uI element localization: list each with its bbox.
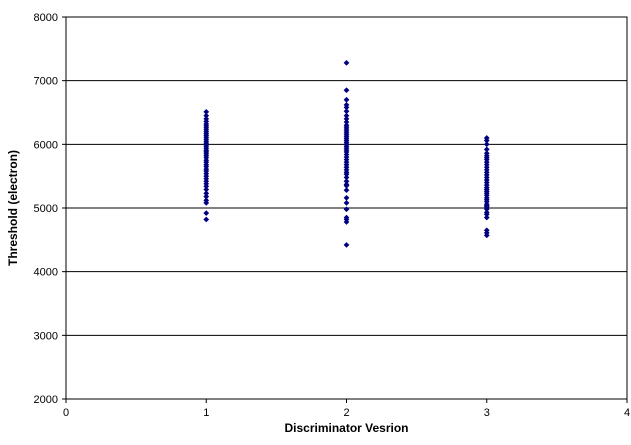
data-point [343,108,350,115]
data-point [343,241,350,248]
data-point [343,87,350,94]
data-point [483,150,490,157]
y-tick-label: 7000 [34,76,58,88]
y-tick-label: 4000 [34,267,58,279]
data-point [483,202,490,209]
data-point [203,193,210,200]
data-point [343,206,350,213]
data-point [203,108,210,115]
x-tick-label: 1 [203,407,209,419]
x-tick-label: 4 [624,407,630,419]
data-point [343,115,350,122]
data-point [343,141,350,148]
data-point [343,96,350,103]
data-point [343,174,350,181]
data-point [483,214,490,221]
data-point [343,122,350,129]
data-point [203,190,210,197]
y-axis-title: Threshold (electron) [6,150,20,266]
y-tick-label: 5000 [34,203,58,215]
y-tick-label: 3000 [34,330,58,342]
data-point [343,112,350,119]
x-axis-title: Discriminator Vesrion [284,421,408,435]
y-tick-label: 2000 [34,394,58,406]
data-point [483,227,490,234]
data-point [203,210,210,217]
data-point [203,115,210,122]
data-point [343,181,350,188]
y-tick-labels: 2000 3000 4000 5000 6000 7000 8000 [34,12,58,406]
axis-ticks [62,16,628,403]
data-point [483,209,490,216]
x-tick-label: 3 [484,407,490,419]
data-point [483,141,490,148]
data-point [343,119,350,126]
data-points [203,59,490,248]
data-point [343,194,350,201]
data-point [203,197,210,204]
data-point [343,214,350,221]
data-point [203,216,210,223]
y-tick-label: 6000 [34,139,58,151]
data-point [343,178,350,185]
data-point [343,59,350,66]
data-point [203,112,210,119]
x-tick-labels: 0 1 2 3 4 [63,407,630,419]
data-point [343,101,350,108]
x-tick-label: 0 [63,407,69,419]
data-point [203,186,210,193]
data-point [343,199,350,206]
x-tick-label: 2 [343,407,349,419]
y-tick-label: 8000 [34,12,58,24]
data-point [343,187,350,194]
data-point [483,135,490,141]
data-point [483,146,490,153]
